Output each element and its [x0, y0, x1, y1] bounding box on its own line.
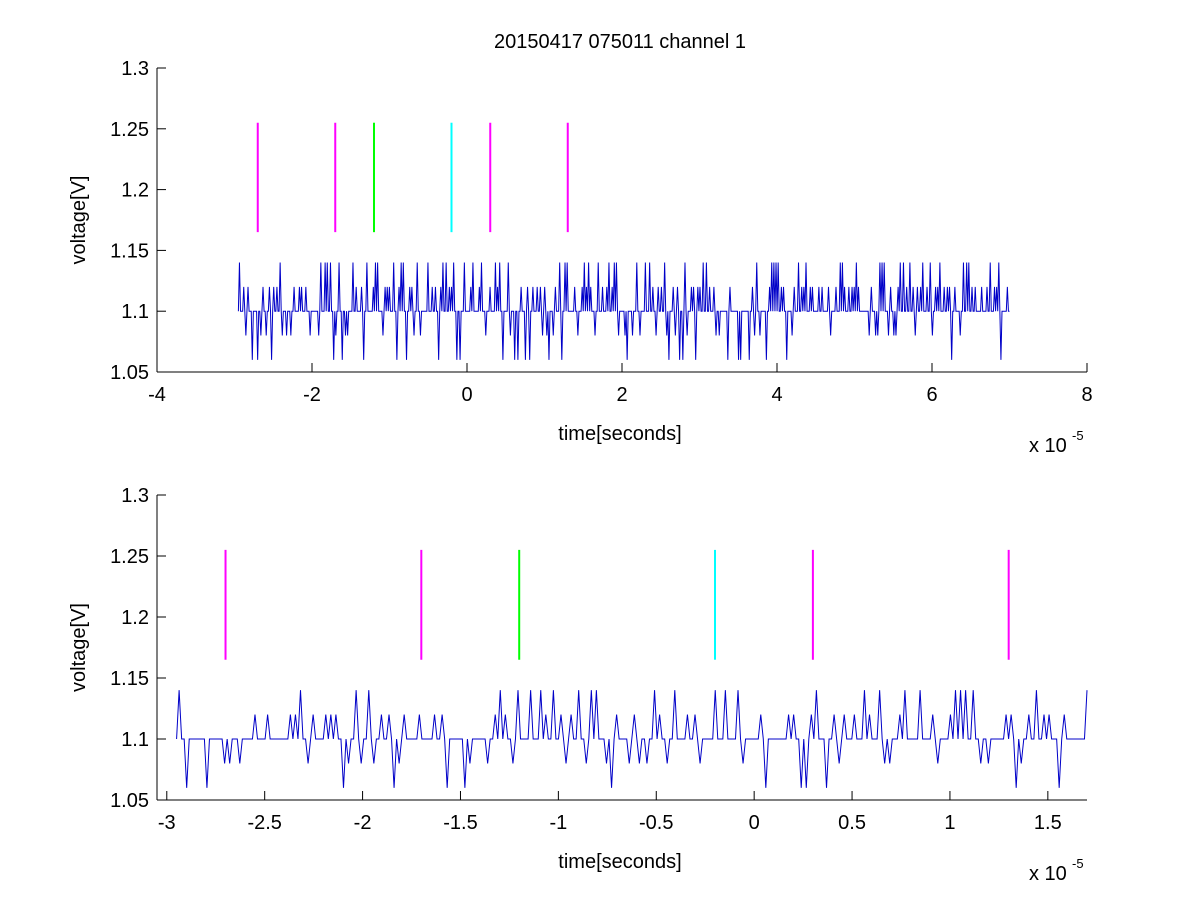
x-tick-label: 1.5 — [1034, 812, 1062, 834]
x-tick-label: 6 — [926, 384, 937, 406]
x-exponent-superscript: -5 — [1072, 856, 1084, 871]
bottom-subplot: -3 -2.5 -2 -1.5 -1 -0.5 0 0.5 1 1.5 1.05 1.1 1.15 1.2… — [68, 485, 1088, 885]
x-tick-label: 0 — [461, 384, 472, 406]
x-tick-label: 1 — [944, 812, 955, 834]
x-tick-label: -1 — [549, 812, 567, 834]
x-tick-label: 0.5 — [838, 812, 866, 834]
y-tick-label: 1.15 — [110, 668, 149, 690]
x-tick-label: -2.5 — [247, 812, 281, 834]
y-tick-label: 1.25 — [110, 546, 149, 568]
x-tick-label: 8 — [1081, 384, 1092, 406]
x-exponent-superscript: -5 — [1072, 428, 1084, 443]
voltage-trace-series — [237, 262, 1010, 360]
y-tick-label: 1.15 — [110, 240, 149, 262]
top-subplot: -4 -2 0 2 4 6 8 1.05 1.1 1.15 1.2 1.25 1.3 time[secon… — [68, 58, 1093, 457]
y-tick-label: 1.1 — [121, 729, 149, 751]
y-tick-label: 1.05 — [110, 362, 149, 384]
y-axis-label: voltage[V] — [68, 603, 90, 692]
x-exponent-label: x 10 — [1029, 863, 1067, 885]
x-tick-label: -0.5 — [639, 812, 673, 834]
x-axis-label: time[seconds] — [558, 423, 681, 445]
x-tick-label: -2 — [354, 812, 372, 834]
x-tick-label: -1.5 — [443, 812, 477, 834]
x-tick-label: -4 — [148, 384, 166, 406]
y-tick-label: 1.25 — [110, 119, 149, 141]
x-tick-label: 4 — [771, 384, 782, 406]
y-tick-label: 1.05 — [110, 790, 149, 812]
y-tick-label: 1.1 — [121, 301, 149, 323]
y-tick-label: 1.2 — [121, 180, 149, 202]
x-tick-label: 0 — [749, 812, 760, 834]
y-tick-label: 1.3 — [121, 485, 149, 507]
x-tick-label: -2 — [303, 384, 321, 406]
x-tick-label: -3 — [158, 812, 176, 834]
figure-title: 20150417 075011 channel 1 — [494, 31, 746, 53]
y-tick-label: 1.2 — [121, 607, 149, 629]
x-exponent-label: x 10 — [1029, 435, 1067, 457]
y-tick-label: 1.3 — [121, 58, 149, 80]
y-axis-label: voltage[V] — [68, 176, 90, 265]
x-tick-label: 2 — [616, 384, 627, 406]
x-axis-label: time[seconds] — [558, 851, 681, 873]
voltage-trace-series — [176, 690, 1088, 788]
